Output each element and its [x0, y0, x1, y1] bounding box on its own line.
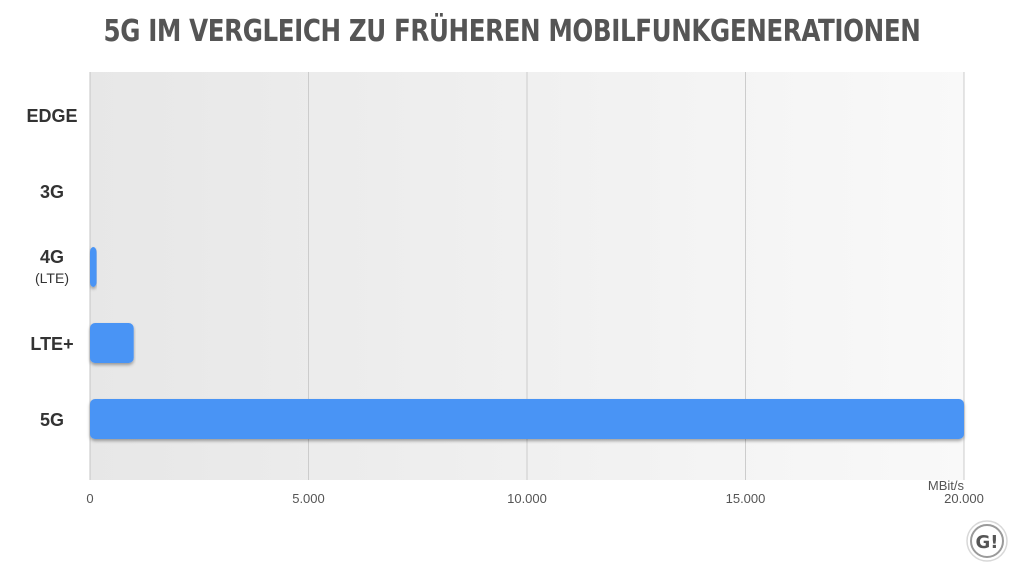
x-tick-label: 10.000 — [507, 491, 547, 506]
category-sublabel: (LTE) — [35, 270, 69, 286]
x-tick-label: 15.000 — [726, 491, 766, 506]
logo-badge: G! — [966, 520, 1008, 562]
category-label: 5G — [40, 410, 64, 430]
bar — [90, 323, 134, 363]
category-label: 4G — [40, 247, 64, 267]
x-tick-label: 5.000 — [292, 491, 325, 506]
x-axis-unit: MBit/s — [928, 478, 965, 493]
category-label: LTE+ — [30, 334, 73, 354]
x-tick-label: 0 — [86, 491, 93, 506]
chart-title: 5G IM VERGLEICH ZU FRÜHEREN MOBILFUNKGEN… — [103, 14, 921, 49]
x-tick-label: 20.000 — [944, 491, 984, 506]
bar — [90, 247, 97, 287]
logo-text: G! — [976, 532, 999, 553]
bar — [90, 399, 964, 439]
category-label: EDGE — [26, 106, 77, 126]
category-label: 3G — [40, 182, 64, 202]
